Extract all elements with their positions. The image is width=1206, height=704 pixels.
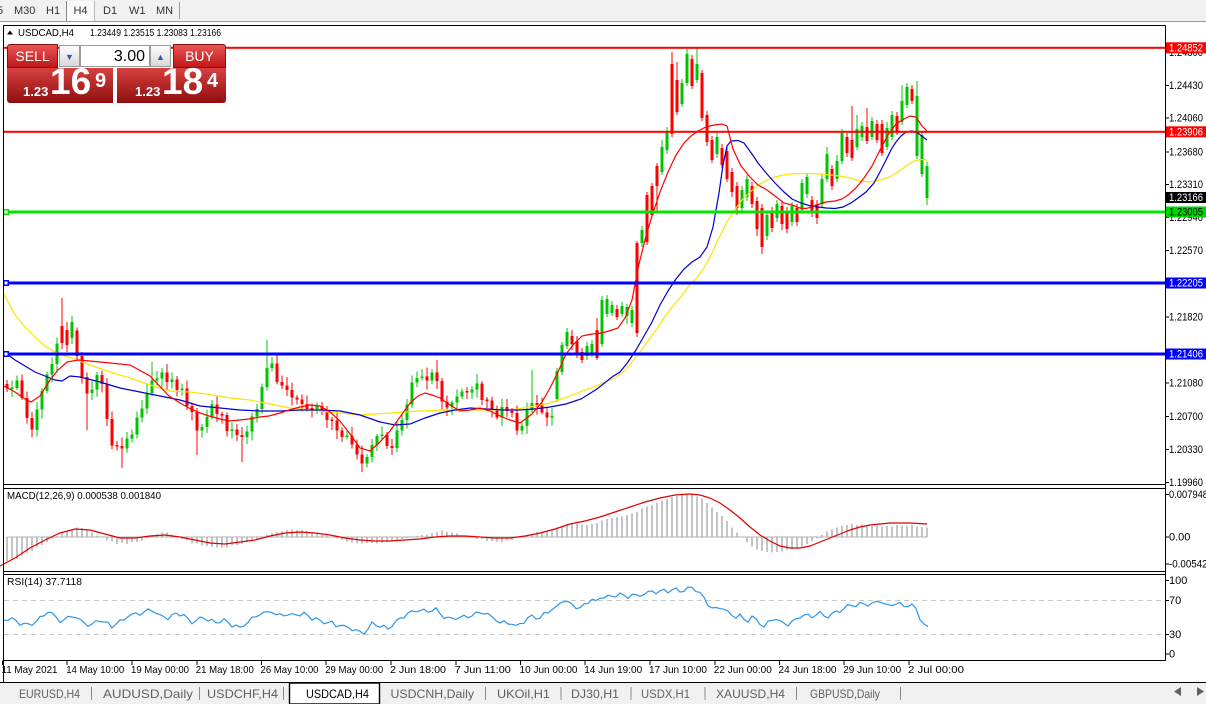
svg-text:0: 0 bbox=[1169, 648, 1175, 660]
svg-text:70: 70 bbox=[1169, 595, 1181, 607]
svg-text:GBPUSD,Daily: GBPUSD,Daily bbox=[810, 687, 880, 701]
svg-text:100: 100 bbox=[1169, 575, 1187, 587]
svg-text:USDCHF,H4: USDCHF,H4 bbox=[207, 687, 278, 701]
svg-text:1.21080: 1.21080 bbox=[1169, 377, 1203, 389]
svg-text:1.19960: 1.19960 bbox=[1169, 477, 1203, 489]
svg-text:30: 30 bbox=[1169, 629, 1181, 641]
svg-text:USDX,H1: USDX,H1 bbox=[641, 687, 690, 701]
svg-text:10 Jun 00:00: 10 Jun 00:00 bbox=[520, 665, 578, 676]
svg-text:29 May 00:00: 29 May 00:00 bbox=[325, 665, 383, 676]
svg-text:1.24430: 1.24430 bbox=[1169, 80, 1203, 92]
svg-text:14 May 10:00: 14 May 10:00 bbox=[66, 665, 124, 676]
svg-text:26 May 10:00: 26 May 10:00 bbox=[261, 665, 319, 676]
svg-text:1.22570: 1.22570 bbox=[1169, 245, 1203, 257]
svg-text:USDCAD,H4: USDCAD,H4 bbox=[18, 27, 74, 39]
svg-text:UKOil,H1: UKOil,H1 bbox=[497, 687, 550, 701]
svg-text:USDCNH,Daily: USDCNH,Daily bbox=[391, 687, 475, 701]
svg-text:2 Jun 18:00: 2 Jun 18:00 bbox=[390, 665, 446, 676]
svg-text:0.007948: 0.007948 bbox=[1169, 489, 1206, 501]
svg-text:11 May 2021: 11 May 2021 bbox=[2, 665, 58, 676]
svg-text:1.20330: 1.20330 bbox=[1169, 444, 1203, 456]
svg-text:MACD(12,26,9) 0.000538 0.00184: MACD(12,26,9) 0.000538 0.001840 bbox=[7, 490, 161, 502]
svg-text:22 Jun 00:00: 22 Jun 00:00 bbox=[714, 665, 772, 676]
svg-text:1.23310: 1.23310 bbox=[1169, 179, 1203, 191]
svg-text:USDCAD,H4: USDCAD,H4 bbox=[306, 687, 369, 701]
svg-text:1.21820: 1.21820 bbox=[1169, 312, 1203, 324]
svg-text:1.20700: 1.20700 bbox=[1169, 411, 1203, 423]
svg-text:AUDUSD,Daily: AUDUSD,Daily bbox=[103, 687, 193, 701]
svg-text:1.21406: 1.21406 bbox=[1169, 349, 1203, 361]
svg-text:XAUUSD,H4: XAUUSD,H4 bbox=[716, 687, 785, 701]
svg-text:7 Jun 11:00: 7 Jun 11:00 bbox=[455, 665, 511, 676]
svg-text:1.23166: 1.23166 bbox=[1169, 192, 1203, 204]
svg-text:14 Jun 19:00: 14 Jun 19:00 bbox=[584, 665, 642, 676]
svg-text:21 May 18:00: 21 May 18:00 bbox=[196, 665, 254, 676]
svg-text:1.22205: 1.22205 bbox=[1169, 278, 1203, 290]
svg-text:29 Jun 10:00: 29 Jun 10:00 bbox=[843, 665, 901, 676]
svg-text:1.23449 1.23515 1.23083 1.2316: 1.23449 1.23515 1.23083 1.23166 bbox=[90, 27, 221, 39]
svg-text:1.24060: 1.24060 bbox=[1169, 113, 1203, 125]
svg-text:1.23680: 1.23680 bbox=[1169, 146, 1203, 158]
svg-text:RSI(14) 37.7118: RSI(14) 37.7118 bbox=[7, 576, 82, 588]
svg-text:19 May 00:00: 19 May 00:00 bbox=[131, 665, 189, 676]
svg-text:EURUSD,H4: EURUSD,H4 bbox=[19, 687, 80, 701]
svg-text:1.23005: 1.23005 bbox=[1169, 207, 1203, 219]
svg-text:24 Jun 18:00: 24 Jun 18:00 bbox=[779, 665, 837, 676]
svg-text:17 Jun 10:00: 17 Jun 10:00 bbox=[649, 665, 707, 676]
svg-text:1.23906: 1.23906 bbox=[1169, 126, 1203, 138]
svg-text:1.24852: 1.24852 bbox=[1169, 42, 1203, 54]
svg-text:DJ30,H1: DJ30,H1 bbox=[571, 687, 619, 701]
svg-text:0.00: 0.00 bbox=[1169, 532, 1190, 544]
svg-text:2 Jul 00:00: 2 Jul 00:00 bbox=[908, 665, 964, 676]
